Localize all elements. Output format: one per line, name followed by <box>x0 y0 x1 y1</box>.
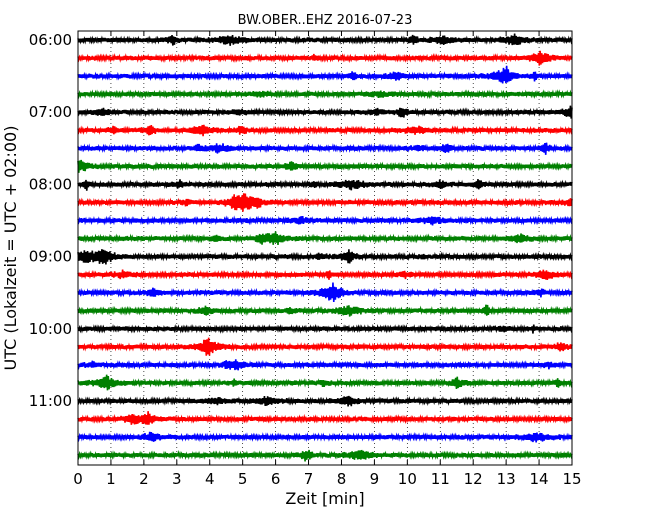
x-tick-label-2: 2 <box>139 470 149 488</box>
x-tick-label-8: 8 <box>337 470 347 488</box>
trace-1130 <box>77 431 573 443</box>
x-tick-label-6: 6 <box>271 470 281 488</box>
x-tick-label-15: 15 <box>562 470 581 488</box>
x-axis-label: Zeit [min] <box>285 489 364 508</box>
trace-1145 <box>77 449 573 462</box>
y-tick-label-1100: 11:00 <box>29 392 72 410</box>
y-tick-label-1000: 10:00 <box>29 320 72 338</box>
trace-0930 <box>77 282 573 303</box>
trace-1115 <box>77 411 573 425</box>
y-tick-label-0700: 07:00 <box>29 103 72 121</box>
trace-0600 <box>77 33 573 46</box>
trace-0830 <box>77 215 573 226</box>
y-tick-label-0600: 06:00 <box>29 31 72 49</box>
trace-1030 <box>77 359 573 371</box>
trace-0615 <box>77 50 573 66</box>
x-tick-label-12: 12 <box>464 470 483 488</box>
trace-0715 <box>77 124 573 137</box>
x-tick-label-3: 3 <box>172 470 182 488</box>
x-tick-label-9: 9 <box>370 470 380 488</box>
x-tick-label-4: 4 <box>205 470 215 488</box>
trace-0645 <box>77 89 573 100</box>
trace-0730 <box>77 142 573 155</box>
axis-ticks: 0 1 2 3 4 5 6 7 8 9 10 11 12 13 14 1506:0007:0008:0009:… <box>29 31 582 488</box>
x-tick-label-1: 1 <box>106 470 116 488</box>
trace-0915 <box>77 269 573 281</box>
trace-0630 <box>77 65 573 84</box>
x-tick-label-14: 14 <box>530 470 549 488</box>
trace-0800 <box>77 179 573 191</box>
seismic-traces <box>77 33 573 462</box>
trace-0845 <box>77 231 573 246</box>
trace-0700 <box>77 105 573 119</box>
y-axis-label: UTC (Lokalzeit = UTC + 02:00) <box>1 126 20 371</box>
chart-title: BW.OBER..EHZ 2016-07-23 <box>238 13 413 28</box>
y-tick-label-0800: 08:00 <box>29 175 72 193</box>
trace-0900 <box>77 249 573 265</box>
x-tick-label-0: 0 <box>73 470 83 488</box>
grid-lines <box>110 31 540 465</box>
trace-1100 <box>77 395 573 407</box>
trace-1000 <box>77 323 573 334</box>
x-tick-label-5: 5 <box>238 470 248 488</box>
plot-frame <box>77 30 573 466</box>
y-tick-label-0900: 09:00 <box>29 248 72 266</box>
x-tick-label-13: 13 <box>497 470 516 488</box>
trace-1045 <box>77 374 573 391</box>
trace-0945 <box>77 304 573 317</box>
x-tick-label-10: 10 <box>398 470 417 488</box>
x-tick-label-7: 7 <box>304 470 314 488</box>
trace-0745 <box>77 159 573 173</box>
trace-1015 <box>77 337 573 356</box>
x-tick-label-11: 11 <box>431 470 450 488</box>
trace-0815 <box>77 193 573 212</box>
